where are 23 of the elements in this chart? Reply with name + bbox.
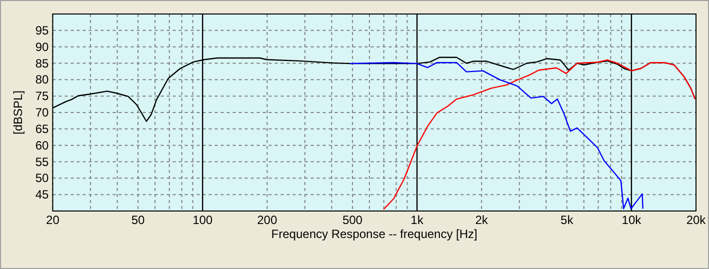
x-tick-label: 2k <box>475 213 489 227</box>
x-tick-label: 1k <box>410 213 424 227</box>
y-tick-label: 55 <box>35 154 50 169</box>
y-tick-label: 85 <box>35 56 50 70</box>
x-axis-title: Frequency Response -- frequency [Hz] <box>271 227 478 241</box>
x-tick-label: 200 <box>257 213 278 227</box>
x-tick-label: 50 <box>131 213 146 227</box>
y-tick-label: 45 <box>35 188 50 202</box>
x-tick-label: 100 <box>192 213 213 227</box>
y-axis-title: [dBSPL] <box>11 90 25 135</box>
y-tick-label: 70 <box>35 106 50 120</box>
x-tick-label: 500 <box>342 213 363 227</box>
y-tick-label: 60 <box>35 138 50 152</box>
x-tick-label: 10k <box>622 213 642 227</box>
y-tick-label: 80 <box>35 72 50 87</box>
x-tick-label: 5k <box>560 213 574 227</box>
x-tick-label: 20k <box>686 213 707 227</box>
y-tick-label: 75 <box>35 89 50 104</box>
y-tick-label: 95 <box>35 23 50 38</box>
x-tick-label: 20 <box>46 213 60 227</box>
y-tick-label: 50 <box>35 171 50 186</box>
y-tick-label: 65 <box>35 122 50 136</box>
y-tick-label: 90 <box>35 40 50 54</box>
